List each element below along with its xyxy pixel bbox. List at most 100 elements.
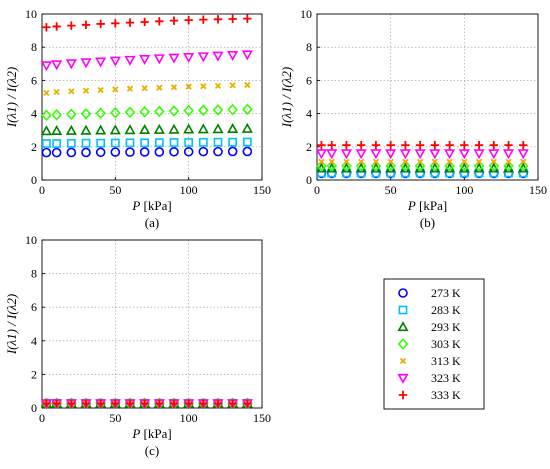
data-point bbox=[227, 146, 238, 157]
data-point bbox=[169, 16, 179, 25]
data-point bbox=[318, 158, 325, 165]
data-point bbox=[385, 149, 397, 160]
series-323k bbox=[315, 149, 529, 160]
data-point bbox=[212, 104, 224, 116]
data-point bbox=[169, 146, 179, 157]
data-point bbox=[139, 147, 150, 157]
data-point bbox=[67, 21, 76, 30]
data-point bbox=[80, 58, 92, 69]
data-point bbox=[126, 85, 134, 92]
data-point bbox=[340, 149, 353, 160]
chart-panel-3: 0 50 100 150 0 2 4 6 8 10 P [kPa] I(λ1) / I(λ2) (c) bbox=[4, 233, 271, 458]
data-point bbox=[461, 158, 468, 165]
data-point bbox=[183, 52, 195, 64]
data-point bbox=[445, 140, 454, 150]
y-tick-label: 6 bbox=[306, 73, 312, 87]
data-point bbox=[66, 108, 77, 121]
data-point bbox=[431, 158, 439, 165]
data-point bbox=[155, 399, 164, 408]
legend-label: 283 K bbox=[431, 303, 461, 317]
y-tick-label: 6 bbox=[31, 300, 37, 314]
legend-marker bbox=[399, 357, 407, 365]
data-point bbox=[414, 160, 426, 172]
data-point bbox=[326, 160, 338, 172]
data-point bbox=[52, 399, 61, 408]
data-point bbox=[67, 399, 76, 408]
x-tick-label: 50 bbox=[109, 183, 121, 197]
data-point bbox=[429, 160, 441, 172]
data-point bbox=[141, 85, 148, 92]
x-tick-label: 100 bbox=[455, 183, 473, 197]
data-point bbox=[41, 147, 52, 158]
data-point bbox=[40, 125, 52, 136]
y-axis-label: I(λ1) / I(λ2) bbox=[4, 294, 19, 355]
y-tick-label: 6 bbox=[31, 73, 37, 87]
x-tick-label: 50 bbox=[109, 411, 121, 425]
data-point bbox=[140, 399, 149, 408]
data-point bbox=[198, 137, 208, 147]
data-point bbox=[242, 146, 253, 157]
data-point bbox=[66, 147, 77, 158]
legend-frame bbox=[383, 278, 485, 410]
data-point bbox=[125, 399, 135, 408]
data-point bbox=[370, 160, 382, 172]
plot-frame bbox=[316, 13, 539, 181]
data-point bbox=[243, 14, 252, 23]
data-point bbox=[139, 54, 151, 65]
data-point bbox=[96, 399, 105, 408]
data-point bbox=[242, 103, 253, 116]
data-point bbox=[170, 84, 178, 91]
y-tick-label: 0 bbox=[306, 173, 312, 187]
data-point bbox=[51, 125, 63, 136]
data-point bbox=[42, 139, 51, 148]
data-point bbox=[184, 138, 194, 147]
data-point bbox=[342, 140, 351, 150]
data-point bbox=[197, 52, 209, 63]
data-point bbox=[52, 22, 61, 31]
data-point bbox=[505, 158, 512, 165]
plot-frame bbox=[41, 239, 263, 409]
data-point bbox=[355, 149, 367, 160]
series-313k bbox=[43, 81, 251, 97]
data-point bbox=[489, 140, 498, 150]
legend-label: 323 K bbox=[431, 371, 461, 385]
data-point bbox=[199, 399, 208, 408]
y-tick-label: 10 bbox=[25, 233, 37, 247]
data-point bbox=[488, 160, 500, 172]
data-point bbox=[51, 108, 62, 121]
y-tick-label: 8 bbox=[306, 40, 312, 54]
data-point bbox=[96, 138, 106, 148]
data-point bbox=[243, 399, 252, 408]
y-tick-label: 4 bbox=[31, 107, 37, 121]
data-point bbox=[42, 399, 51, 408]
data-point bbox=[95, 107, 106, 120]
y-tick-label: 0 bbox=[31, 401, 37, 415]
series-273k bbox=[41, 146, 253, 158]
data-point bbox=[198, 146, 209, 157]
data-point bbox=[155, 17, 164, 26]
data-point bbox=[51, 147, 62, 158]
data-point bbox=[153, 123, 165, 134]
data-point bbox=[125, 147, 135, 157]
data-point bbox=[459, 160, 470, 172]
data-point bbox=[109, 124, 121, 135]
data-point bbox=[401, 140, 410, 150]
x-tick-label: 150 bbox=[529, 183, 547, 197]
data-point bbox=[475, 158, 483, 165]
data-point bbox=[504, 140, 513, 150]
data-point bbox=[184, 399, 193, 408]
data-point bbox=[414, 149, 426, 160]
data-point bbox=[65, 124, 77, 135]
data-point bbox=[228, 137, 238, 147]
data-point bbox=[168, 53, 180, 64]
legend-item: 333 K bbox=[398, 388, 461, 402]
data-point bbox=[416, 158, 424, 165]
data-point bbox=[124, 124, 136, 135]
data-point bbox=[228, 399, 237, 408]
y-tick-label: 4 bbox=[306, 107, 312, 121]
data-point bbox=[315, 149, 327, 160]
data-point bbox=[81, 138, 91, 148]
data-point bbox=[519, 140, 528, 150]
legend-label: 303 K bbox=[431, 337, 461, 351]
data-point bbox=[198, 104, 209, 117]
